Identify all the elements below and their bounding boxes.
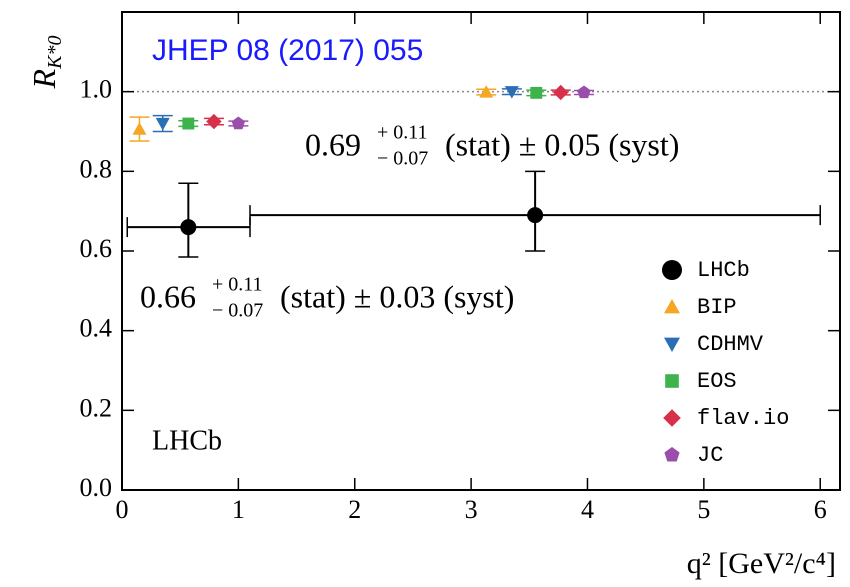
y-tick-label: 0.0 xyxy=(80,473,113,502)
legend-label: EOS xyxy=(697,369,737,394)
marker xyxy=(479,85,494,98)
annotation-main: 0.69 xyxy=(305,126,361,162)
x-tick-label: 6 xyxy=(814,495,827,524)
legend-item: JC xyxy=(664,443,723,468)
series xyxy=(126,170,821,258)
annotation-tail: (stat) ± 0.05 (syst) xyxy=(445,126,679,162)
x-tick-label: 4 xyxy=(581,495,594,524)
marker xyxy=(553,84,569,101)
annotation-sup: + 0.11 xyxy=(377,122,428,144)
legend-item: EOS xyxy=(665,369,737,394)
y-tick-label: 0.6 xyxy=(80,234,113,263)
marker xyxy=(665,374,679,388)
marker xyxy=(527,207,544,224)
y-tick-label: 0.2 xyxy=(80,393,113,422)
x-axis-label: q² [GeV²/c⁴] xyxy=(687,547,836,580)
experiment-label: LHCb xyxy=(152,425,222,456)
legend-label: CDHMV xyxy=(697,332,764,357)
series xyxy=(228,85,594,130)
annotation-main: 0.66 xyxy=(140,278,196,314)
series xyxy=(178,86,547,130)
y-axis-label-sub: K*0 xyxy=(44,36,66,70)
series xyxy=(203,84,571,130)
y-axis-label: RK*0 xyxy=(26,36,65,90)
marker xyxy=(132,122,147,135)
annotation-tail: (stat) ± 0.03 (syst) xyxy=(280,278,514,314)
series xyxy=(152,86,522,133)
legend-item: CDHMV xyxy=(664,332,764,357)
marker xyxy=(664,299,680,314)
marker xyxy=(180,219,197,236)
legend-item: LHCb xyxy=(662,258,750,283)
annotation-sub: − 0.07 xyxy=(212,300,263,322)
x-tick-label: 2 xyxy=(348,495,361,524)
x-tick-label: 5 xyxy=(697,495,710,524)
marker xyxy=(530,86,543,99)
marker xyxy=(231,116,246,130)
marker xyxy=(664,447,680,462)
annotation-sub: − 0.07 xyxy=(377,148,428,170)
y-tick-label: 0.8 xyxy=(80,154,113,183)
marker xyxy=(504,86,519,99)
y-tick-label: 0.4 xyxy=(80,314,113,343)
legend-label: JC xyxy=(697,443,723,468)
annotation-sup: + 0.11 xyxy=(212,274,263,296)
x-tick-label: 3 xyxy=(465,495,478,524)
marker xyxy=(663,409,681,427)
legend-label: BIP xyxy=(697,295,737,320)
marker xyxy=(577,85,591,99)
marker xyxy=(155,117,170,131)
marker xyxy=(662,260,682,280)
legend-label: flav.io xyxy=(697,406,789,431)
note-label: JHEP 08 (2017) 055 xyxy=(152,34,423,67)
legend-label: LHCb xyxy=(697,258,750,283)
x-tick-label: 1 xyxy=(232,495,245,524)
y-axis-label-main: R xyxy=(26,68,62,89)
marker xyxy=(182,117,195,130)
plot-frame xyxy=(121,11,841,491)
legend-item: BIP xyxy=(664,295,737,320)
series xyxy=(129,85,497,142)
y-tick-label: 1.0 xyxy=(80,75,113,104)
marker xyxy=(664,337,680,352)
x-tick-label: 0 xyxy=(116,495,129,524)
legend-item: flav.io xyxy=(663,406,789,431)
marker xyxy=(206,113,222,130)
